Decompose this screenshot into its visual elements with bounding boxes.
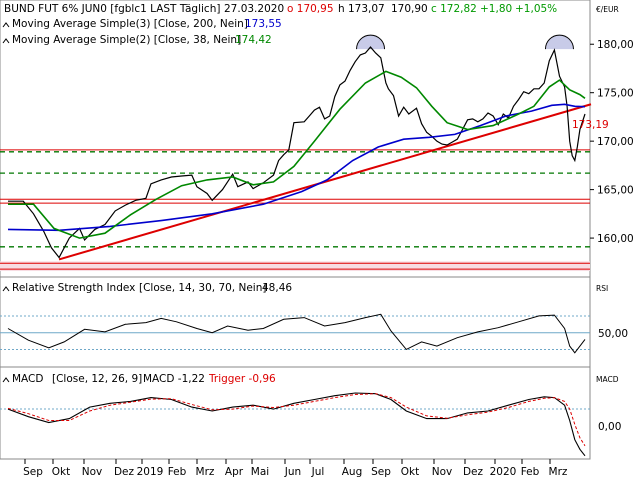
rsi-tick: 50,00 — [598, 328, 628, 340]
x-tick-label: Feb — [168, 466, 187, 478]
sma2-label: Moving Average Simple(2) [Close, 38, Nei… — [12, 34, 241, 46]
rsi-plot — [0, 313, 590, 354]
macd-value: MACD -1,22 — [143, 373, 205, 385]
macd-params: [Close, 12, 26, 9] — [52, 373, 142, 385]
x-tick-label: Aug — [342, 466, 363, 478]
price-panel-frame — [0, 0, 591, 278]
price-tick-label: 160,00 — [597, 233, 634, 245]
instrument-label: BUND FUT 6% JUN0 [fgblc1 LAST Täglich] — [4, 3, 220, 15]
macd-legend-icon — [2, 377, 10, 383]
x-tick-label: Jun — [284, 466, 301, 478]
macd-plot — [0, 392, 590, 457]
macd-axis-title: MACD — [596, 375, 619, 384]
open-value: o 170,95 — [287, 3, 334, 15]
sma2-value: 174,42 — [235, 34, 272, 46]
rsi-value: 48,46 — [262, 282, 292, 294]
x-tick-label: Sep — [371, 466, 391, 478]
sma38-line — [8, 70, 586, 239]
x-axis: Sep Okt Nov Dez 2019 Feb Mrz Apr Mai Jun Jul Aug Sep… — [23, 459, 568, 478]
trigger-value: Trigger -0,96 — [208, 373, 276, 385]
price-tick-label: 165,00 — [597, 185, 634, 197]
top-arc — [544, 34, 574, 50]
x-tick-label: Jul — [311, 466, 325, 478]
price-tick-label: 175,00 — [597, 88, 634, 100]
sma1-value: 173,55 — [245, 18, 282, 30]
macd-panel-frame — [0, 366, 591, 460]
sma1-label: Moving Average Simple(3) [Close, 200, Ne… — [12, 18, 248, 30]
x-tick-label: Mai — [251, 466, 269, 478]
macd-label: MACD — [12, 373, 43, 385]
currency-label: €/EUR — [596, 5, 619, 14]
macd-line — [7, 392, 586, 457]
price-y-axis: 160,00 165,00 170,00 175,00 180,00 — [590, 39, 634, 245]
date-label: 27.03.2020 — [224, 3, 284, 15]
x-tick-label: Okt — [401, 466, 419, 478]
x-tick-label: 2019 — [137, 466, 164, 478]
x-tick-label: Feb — [521, 466, 540, 478]
rsi-label: Relative Strength Index — [12, 282, 135, 294]
x-tick-label: Nov — [82, 466, 103, 478]
bottom-band — [0, 261, 590, 272]
rsi-line — [7, 313, 586, 354]
x-tick-label: Mrz — [196, 466, 215, 478]
x-tick-label: 2020 — [490, 466, 517, 478]
rsi-legend-icon — [2, 286, 10, 292]
rsi-params: [Close, 14, 30, 70, Nein] — [139, 282, 266, 294]
price-label: 173,19 — [572, 119, 609, 131]
high-value: h 173,07 — [338, 3, 385, 15]
close-value: c 172,82 — [431, 3, 477, 15]
rsi-axis-title: RSI — [596, 284, 608, 293]
price-tick-label: 170,00 — [597, 136, 634, 148]
price-plot — [0, 34, 592, 272]
x-tick-label: Nov — [432, 466, 453, 478]
change-pct-value: +1,05% — [515, 3, 557, 15]
top-arc — [356, 34, 386, 50]
sma200-line — [7, 103, 586, 232]
price-line — [8, 46, 586, 259]
x-tick-label: Okt — [52, 466, 70, 478]
sma1-legend-icon — [2, 22, 10, 28]
macd-tick: 0,00 — [598, 421, 621, 433]
trendline — [58, 103, 592, 261]
x-tick-label: Dez — [463, 466, 484, 478]
x-tick-label: Mrz — [549, 466, 568, 478]
low-value: 170,90 — [391, 3, 428, 15]
price-tick-label: 180,00 — [597, 39, 634, 51]
x-tick-label: Apr — [225, 466, 244, 478]
rsi-panel-frame — [0, 276, 591, 368]
change-value: +1,80 — [480, 3, 512, 15]
x-tick-label: Dez — [114, 466, 135, 478]
sma2-legend-icon — [2, 38, 10, 44]
x-tick-label: Sep — [23, 466, 43, 478]
trigger-line — [7, 393, 586, 447]
